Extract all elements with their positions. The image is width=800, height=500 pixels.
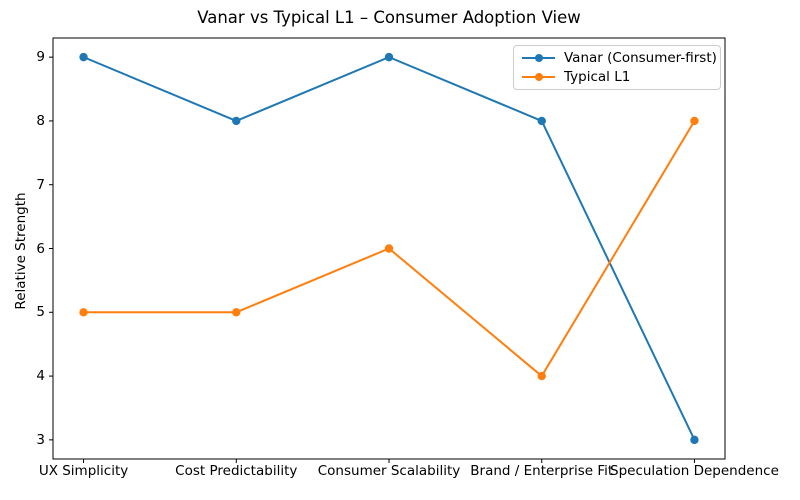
legend-label: Typical L1 [564, 68, 631, 85]
data-point-marker [690, 116, 699, 126]
legend-label: Vanar (Consumer-first) [564, 50, 717, 67]
data-point-marker [232, 116, 241, 126]
y-tick-label: 7 [36, 176, 45, 193]
data-point-marker [384, 52, 394, 62]
data-point-marker [537, 371, 546, 381]
data-point-marker [232, 308, 241, 317]
y-tick-label: 4 [36, 368, 45, 385]
x-tick-label: Cost Predictability [175, 463, 298, 479]
y-tick-label: 6 [36, 240, 45, 257]
y-tick-label: 8 [36, 112, 45, 129]
data-point-marker [384, 244, 394, 253]
legend-line-marker-icon [522, 53, 555, 63]
chart-title: Vanar vs Typical L1 – Consumer Adoption … [197, 8, 581, 27]
legend-entry: Typical L1 [522, 68, 712, 87]
y-tick-label: 5 [36, 304, 45, 321]
y-tick-label: 9 [36, 49, 45, 66]
x-tick-label: Consumer Scalability [317, 463, 461, 479]
data-point-marker [690, 435, 699, 445]
legend-entry: Vanar (Consumer-first) [522, 49, 717, 68]
y-tick-label: 3 [36, 431, 45, 448]
x-tick-label: UX Simplicity [38, 463, 129, 479]
x-tick-label: Brand / Enterprise Fit [470, 463, 614, 479]
data-point-marker [79, 308, 88, 317]
legend: Vanar (Consumer-first) Typical L1 [513, 45, 721, 90]
legend-line-marker-icon [522, 72, 555, 82]
x-tick-label: Speculation Dependence [610, 463, 779, 479]
data-point-marker [537, 116, 546, 126]
data-point-marker [79, 52, 88, 62]
